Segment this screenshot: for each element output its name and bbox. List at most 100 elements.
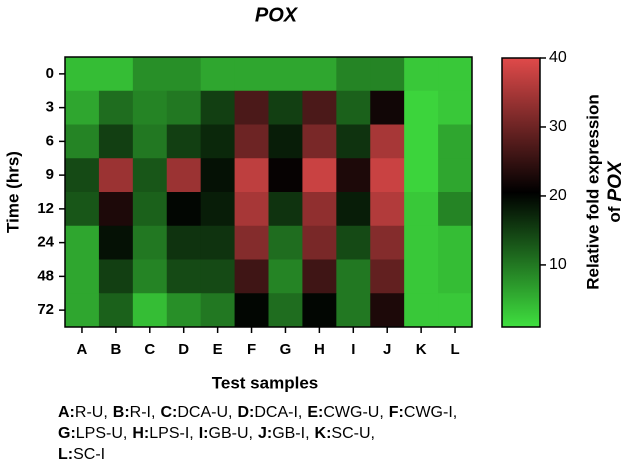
x-tick-label: A: [77, 341, 88, 358]
heatmap-cell: [438, 293, 473, 328]
heatmap-cell: [132, 192, 168, 227]
colorbar-tick-label: 10: [549, 256, 567, 273]
heatmap-cell: [438, 124, 473, 159]
heatmap-cell: [234, 192, 269, 227]
heatmap-cell: [370, 225, 405, 260]
colorbar-label-text: of: [605, 206, 624, 222]
footnote-label: GB-I,: [272, 425, 309, 442]
chart-title: POX: [255, 4, 299, 26]
heatmap-cell: [268, 90, 303, 125]
heatmap-cell: [132, 259, 168, 294]
footnote-label: LPS-I,: [149, 425, 193, 442]
heatmap-cell: [370, 259, 405, 294]
footnote-label: CWG-U,: [323, 404, 383, 421]
footnote-key: I:: [199, 425, 209, 442]
heatmap-cell: [336, 293, 371, 328]
footnote-line: L:SC-I: [58, 446, 105, 462]
heatmap-cell: [234, 158, 269, 193]
heatmap-cell: [166, 124, 202, 159]
x-tick-label: H: [314, 341, 325, 358]
heatmap-cell: [234, 293, 269, 328]
heatmap-cell: [404, 124, 439, 159]
heatmap-cell: [200, 90, 236, 125]
heatmap-cell: [65, 259, 100, 294]
x-tick-label: K: [416, 341, 427, 358]
x-tick-label: G: [280, 341, 292, 358]
heatmap-cell: [98, 225, 134, 260]
x-tick-label: E: [213, 341, 223, 358]
footnote-label: CWG-I,: [404, 404, 457, 421]
footnote-key: J:: [258, 425, 272, 442]
plot-frame: [64, 56, 473, 328]
heatmap-cell: [200, 124, 236, 159]
heatmap-cell: [302, 192, 337, 227]
heatmap-cell: [438, 57, 473, 92]
y-tick-label: 72: [37, 301, 54, 318]
heatmap-cell: [370, 158, 405, 193]
footnote-label: SC-U,: [331, 425, 375, 442]
heatmap-cell: [336, 225, 371, 260]
heatmap-cell: [98, 158, 134, 193]
heatmap-cell: [234, 57, 269, 92]
footnote-key: C:: [160, 404, 177, 421]
footnote-label: DCA-U,: [177, 404, 232, 421]
heatmap-cell: [234, 90, 269, 125]
colorbar-label: of POX: [605, 160, 626, 222]
heatmap-cell: [65, 158, 100, 193]
heatmap-cell: [65, 192, 100, 227]
footnote-label: LPS-U,: [76, 425, 128, 442]
heatmap-cell: [268, 192, 303, 227]
heatmap-cell: [166, 57, 202, 92]
heatmap-cell: [65, 124, 100, 159]
heatmap-cell: [166, 225, 202, 260]
y-tick-label: 9: [46, 166, 54, 183]
footnote-label: GB-U,: [209, 425, 253, 442]
heatmap-cell: [370, 293, 405, 328]
heatmap-cell: [98, 124, 134, 159]
heatmap-cell: [200, 192, 236, 227]
colorbar: [501, 57, 541, 328]
heatmap-cell: [438, 158, 473, 193]
heatmap-cell: [268, 293, 303, 328]
heatmap-cell: [370, 124, 405, 159]
x-tick-label: L: [450, 341, 459, 358]
heatmap-cell: [336, 259, 371, 294]
footnote-label: SC-I: [73, 446, 105, 462]
y-tick-label: 12: [37, 200, 54, 217]
heatmap-cell: [200, 158, 236, 193]
heatmap-cell: [65, 90, 100, 125]
y-tick-label: 6: [46, 132, 54, 149]
heatmap-cell: [438, 192, 473, 227]
footnote-label: R-I,: [130, 404, 156, 421]
heatmap-cell: [438, 259, 473, 294]
heatmap-cell: [132, 57, 168, 92]
heatmap-cell: [404, 259, 439, 294]
y-tick-label: 24: [37, 234, 54, 251]
footnote-label: DCA-I,: [254, 404, 302, 421]
heatmap-cell: [268, 225, 303, 260]
heatmap-cell: [302, 57, 337, 92]
heatmap-cell: [98, 90, 134, 125]
heatmap-cell: [200, 293, 236, 328]
heatmap-cell: [404, 158, 439, 193]
y-axis-title: Time (hrs): [3, 151, 22, 233]
heatmap-cell: [302, 225, 337, 260]
footnote-key: G:: [58, 425, 76, 442]
heatmap-cell: [200, 259, 236, 294]
heatmap-cell: [370, 192, 405, 227]
heatmap-cell: [132, 124, 168, 159]
y-tick-label: 48: [37, 267, 54, 284]
heatmap-cell: [98, 259, 134, 294]
heatmap-cell: [132, 225, 168, 260]
footnote-key: K:: [315, 425, 332, 442]
colorbar-label: Relative fold expression: [583, 94, 602, 290]
heatmap-cell: [166, 158, 202, 193]
footnote-key: H:: [132, 425, 149, 442]
heatmap-cell: [132, 293, 168, 328]
heatmap-cell: [65, 57, 100, 92]
colorbar-tick-label: 20: [549, 187, 567, 204]
heatmap-cell: [336, 124, 371, 159]
heatmap-cell: [166, 293, 202, 328]
footnote-label: R-U,: [75, 404, 108, 421]
